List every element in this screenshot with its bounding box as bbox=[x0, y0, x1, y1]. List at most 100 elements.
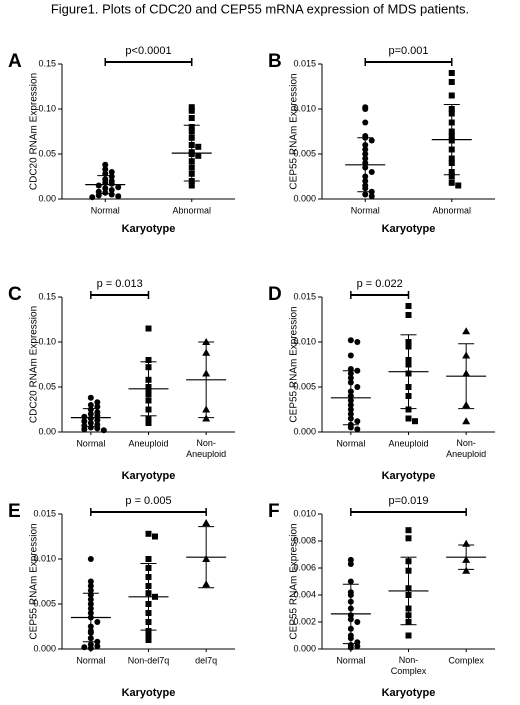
point bbox=[145, 530, 152, 537]
point bbox=[462, 417, 471, 425]
point bbox=[354, 339, 361, 345]
point bbox=[368, 169, 375, 175]
point bbox=[94, 417, 101, 424]
p-value: p=0.001 bbox=[388, 45, 428, 57]
point bbox=[368, 193, 375, 200]
point bbox=[145, 415, 152, 422]
point bbox=[102, 166, 109, 173]
y-axis-label: CEP55 RNAm Expression bbox=[29, 523, 40, 639]
point bbox=[448, 92, 455, 99]
point bbox=[354, 426, 361, 433]
point bbox=[405, 535, 412, 542]
point bbox=[145, 420, 152, 426]
point bbox=[347, 352, 354, 359]
point bbox=[108, 180, 115, 187]
p-value: p<0.0001 bbox=[125, 45, 171, 57]
y-axis-label: CEP55 RNAm Expression bbox=[289, 523, 300, 639]
x-axis-label: Karyotype bbox=[382, 223, 436, 235]
y-tick-label: 0.010 bbox=[33, 553, 56, 563]
y-tick-label: 0.004 bbox=[293, 589, 316, 599]
y-axis-label: CDC20 RNAm Expression bbox=[29, 73, 40, 190]
point bbox=[87, 556, 94, 562]
point bbox=[354, 619, 361, 625]
y-tick-label: 0.05 bbox=[38, 381, 56, 391]
point bbox=[108, 173, 115, 180]
point bbox=[405, 415, 412, 422]
y-tick-label: 0.000 bbox=[293, 643, 316, 653]
point bbox=[462, 327, 471, 335]
x-tick-label: Non-del7q bbox=[128, 655, 170, 665]
x-tick-label: Aneuploid bbox=[128, 438, 168, 448]
y-tick-label: 0.00 bbox=[38, 426, 56, 436]
y-axis-label: CDC20 RNAm Expression bbox=[29, 306, 40, 423]
point bbox=[362, 106, 369, 112]
point bbox=[145, 637, 152, 643]
y-tick-label: 0.015 bbox=[33, 508, 56, 518]
point bbox=[405, 312, 412, 318]
point bbox=[188, 104, 195, 111]
point bbox=[347, 337, 354, 344]
y-tick-label: 0.015 bbox=[293, 58, 316, 68]
p-value: p=0.019 bbox=[388, 495, 428, 507]
point bbox=[87, 587, 94, 594]
point bbox=[354, 643, 361, 650]
point bbox=[152, 533, 158, 540]
p-value: p = 0.013 bbox=[97, 278, 143, 290]
x-tick-label: Abnormal bbox=[432, 205, 471, 215]
point bbox=[87, 402, 94, 408]
point bbox=[188, 107, 195, 114]
point bbox=[448, 79, 455, 85]
y-tick-label: 0.010 bbox=[293, 103, 316, 113]
point bbox=[87, 645, 94, 652]
y-tick-label: 0.10 bbox=[38, 103, 56, 113]
y-axis-label: CEP55 RNAm Expression bbox=[289, 73, 300, 189]
y-tick-label: 0.05 bbox=[38, 148, 56, 158]
point bbox=[405, 527, 412, 534]
point bbox=[145, 556, 152, 562]
x-tick-label: Normal bbox=[91, 205, 120, 215]
x-tick-label: Normal bbox=[336, 655, 365, 665]
point bbox=[412, 418, 418, 425]
point bbox=[347, 578, 354, 585]
y-tick-label: 0.10 bbox=[38, 336, 56, 346]
point bbox=[362, 191, 369, 198]
y-tick-label: 0.000 bbox=[293, 426, 316, 436]
y-tick-label: 0.005 bbox=[293, 381, 316, 391]
point bbox=[94, 619, 101, 625]
point bbox=[81, 426, 88, 433]
panel-letter: C bbox=[8, 284, 22, 305]
panel-letter: E bbox=[8, 501, 21, 522]
point bbox=[145, 628, 152, 634]
x-tick-label-line: Aneuploid bbox=[186, 449, 226, 459]
point bbox=[448, 70, 455, 76]
point bbox=[448, 179, 455, 186]
y-tick-label: 0.010 bbox=[293, 336, 316, 346]
y-tick-label: 0.15 bbox=[38, 58, 56, 68]
y-tick-label: 0.010 bbox=[293, 508, 316, 518]
point bbox=[95, 182, 102, 189]
point bbox=[455, 182, 462, 189]
point bbox=[108, 187, 115, 193]
point bbox=[115, 184, 122, 191]
point bbox=[102, 161, 109, 168]
x-axis-label: Karyotype bbox=[382, 470, 436, 482]
p-value: p = 0.022 bbox=[357, 278, 403, 290]
y-tick-label: 0.008 bbox=[293, 535, 316, 545]
point bbox=[89, 194, 96, 201]
point bbox=[87, 394, 94, 401]
point bbox=[195, 143, 202, 150]
x-tick-label: Aneuploid bbox=[388, 438, 428, 448]
point bbox=[87, 578, 94, 585]
x-tick-label: Normal bbox=[351, 205, 380, 215]
p-value: p = 0.005 bbox=[125, 495, 171, 507]
point bbox=[115, 193, 122, 200]
y-tick-label: 0.15 bbox=[38, 291, 56, 301]
point bbox=[347, 424, 354, 431]
x-tick-label: Normal bbox=[76, 438, 105, 448]
point bbox=[145, 632, 152, 639]
x-tick-label-line: Aneuploid bbox=[446, 449, 486, 459]
point bbox=[87, 424, 94, 431]
y-tick-label: 0.006 bbox=[293, 562, 316, 572]
y-tick-label: 0.015 bbox=[293, 291, 316, 301]
